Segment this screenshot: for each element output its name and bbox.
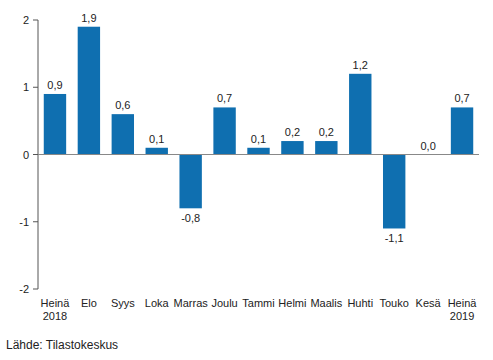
bar [383, 155, 405, 229]
x-tick-label: Touko [380, 297, 409, 309]
data-label: 0,0 [420, 140, 435, 152]
x-tick-label: Kesä [416, 297, 442, 309]
y-tick-label: 1 [23, 81, 29, 93]
y-tick [33, 221, 38, 222]
bars [44, 27, 473, 229]
data-label: 0,1 [251, 133, 266, 145]
bar [146, 148, 168, 155]
bar [247, 148, 269, 155]
x-tick-label: Syys [111, 297, 135, 309]
y-tick [33, 154, 38, 155]
x-tick-label: Marras [174, 297, 209, 309]
x-tick-label: Loka [145, 297, 170, 309]
data-label: 1,2 [353, 59, 368, 71]
bar [213, 107, 235, 154]
data-label: 1,9 [81, 12, 96, 24]
y-tick-label: 0 [23, 149, 29, 161]
x-tick-label: Helmi [278, 297, 306, 309]
y-tick-label: -1 [19, 216, 29, 228]
y-tick-label: 2 [23, 14, 29, 26]
data-label: -0,8 [181, 212, 200, 224]
bar [78, 27, 100, 155]
x-tick-label: Huhti [347, 297, 373, 309]
y-tick [33, 20, 38, 21]
bar [112, 114, 134, 154]
data-label: 0,6 [115, 99, 130, 111]
bar [44, 94, 66, 155]
x-tick-label: Joulu [211, 297, 237, 309]
bar [349, 74, 371, 155]
x-tick-label: Tammi [242, 297, 274, 309]
data-label: 0,2 [285, 126, 300, 138]
chart: -2 -1 0 1 2 0,9 1,9 0,6 0,1 -0,8 0,7 0,1 0,2 0,2 1,2 -1… [0, 0, 493, 360]
bar [315, 141, 337, 154]
y-tick-label: -2 [19, 283, 29, 295]
zero-line [38, 154, 479, 155]
x-tick-label: Elo [81, 297, 97, 309]
data-label: 0,1 [149, 133, 164, 145]
x-tick-label: Heinä2019 [448, 297, 478, 322]
bar [179, 155, 201, 209]
data-label: -1,1 [385, 232, 404, 244]
y-tick [33, 289, 38, 290]
data-label: 0,7 [454, 92, 469, 104]
bar [281, 141, 303, 154]
bar [451, 107, 473, 154]
x-tick-label: Maalis [310, 297, 342, 309]
data-label: 0,2 [319, 126, 334, 138]
data-label: 0,7 [217, 92, 232, 104]
data-label: 0,9 [47, 79, 62, 91]
y-tick [33, 87, 38, 88]
x-tick-label: Heinä2018 [41, 297, 71, 322]
source: Lähde: Tilastokeskus [6, 338, 118, 352]
